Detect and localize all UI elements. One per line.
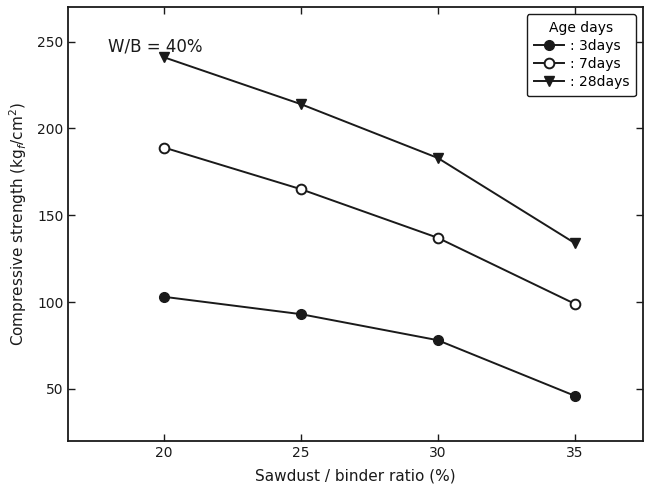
Y-axis label: Compressive strength (kg$_f$/cm$^2$): Compressive strength (kg$_f$/cm$^2$) [7,102,29,346]
Text: W/B = 40%: W/B = 40% [109,37,203,55]
X-axis label: Sawdust / binder ratio (%): Sawdust / binder ratio (%) [255,468,456,483]
Legend: : 3days, : 7days, : 28days: : 3days, : 7days, : 28days [526,14,636,96]
